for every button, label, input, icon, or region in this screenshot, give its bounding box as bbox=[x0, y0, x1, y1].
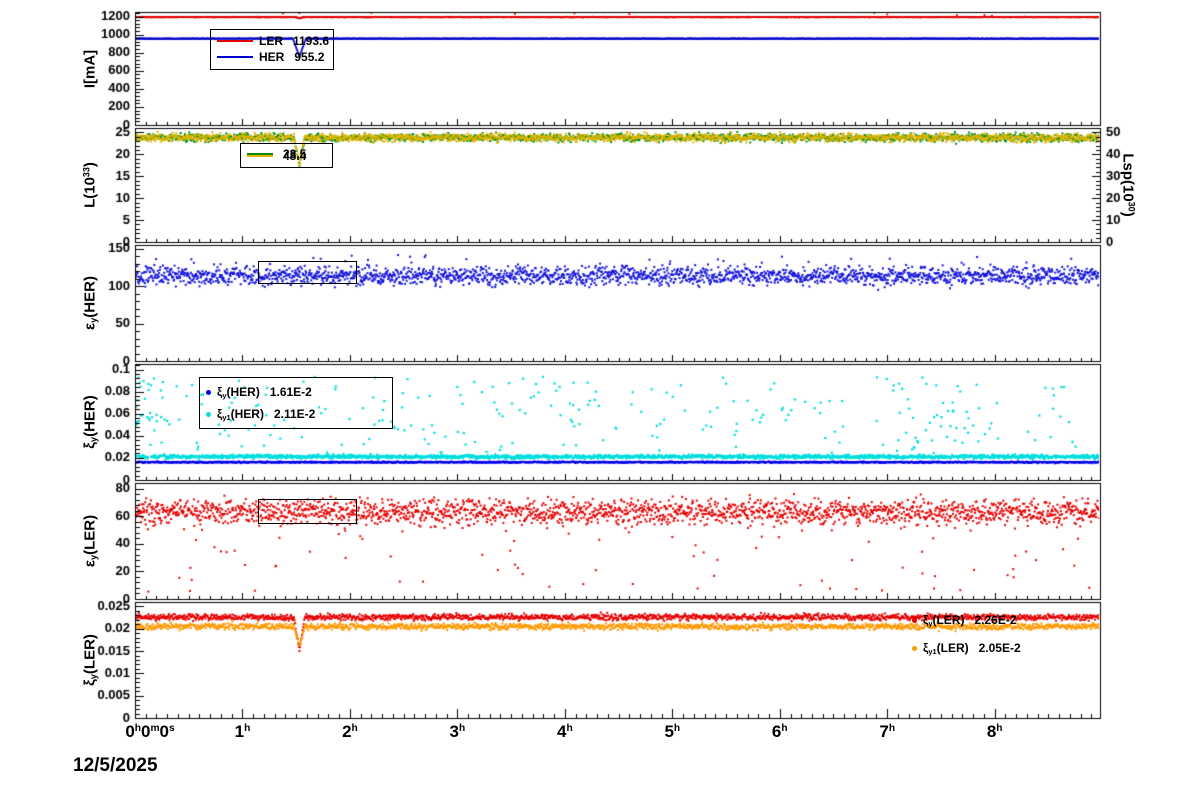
date-label: 12/5/2025 bbox=[73, 755, 158, 776]
